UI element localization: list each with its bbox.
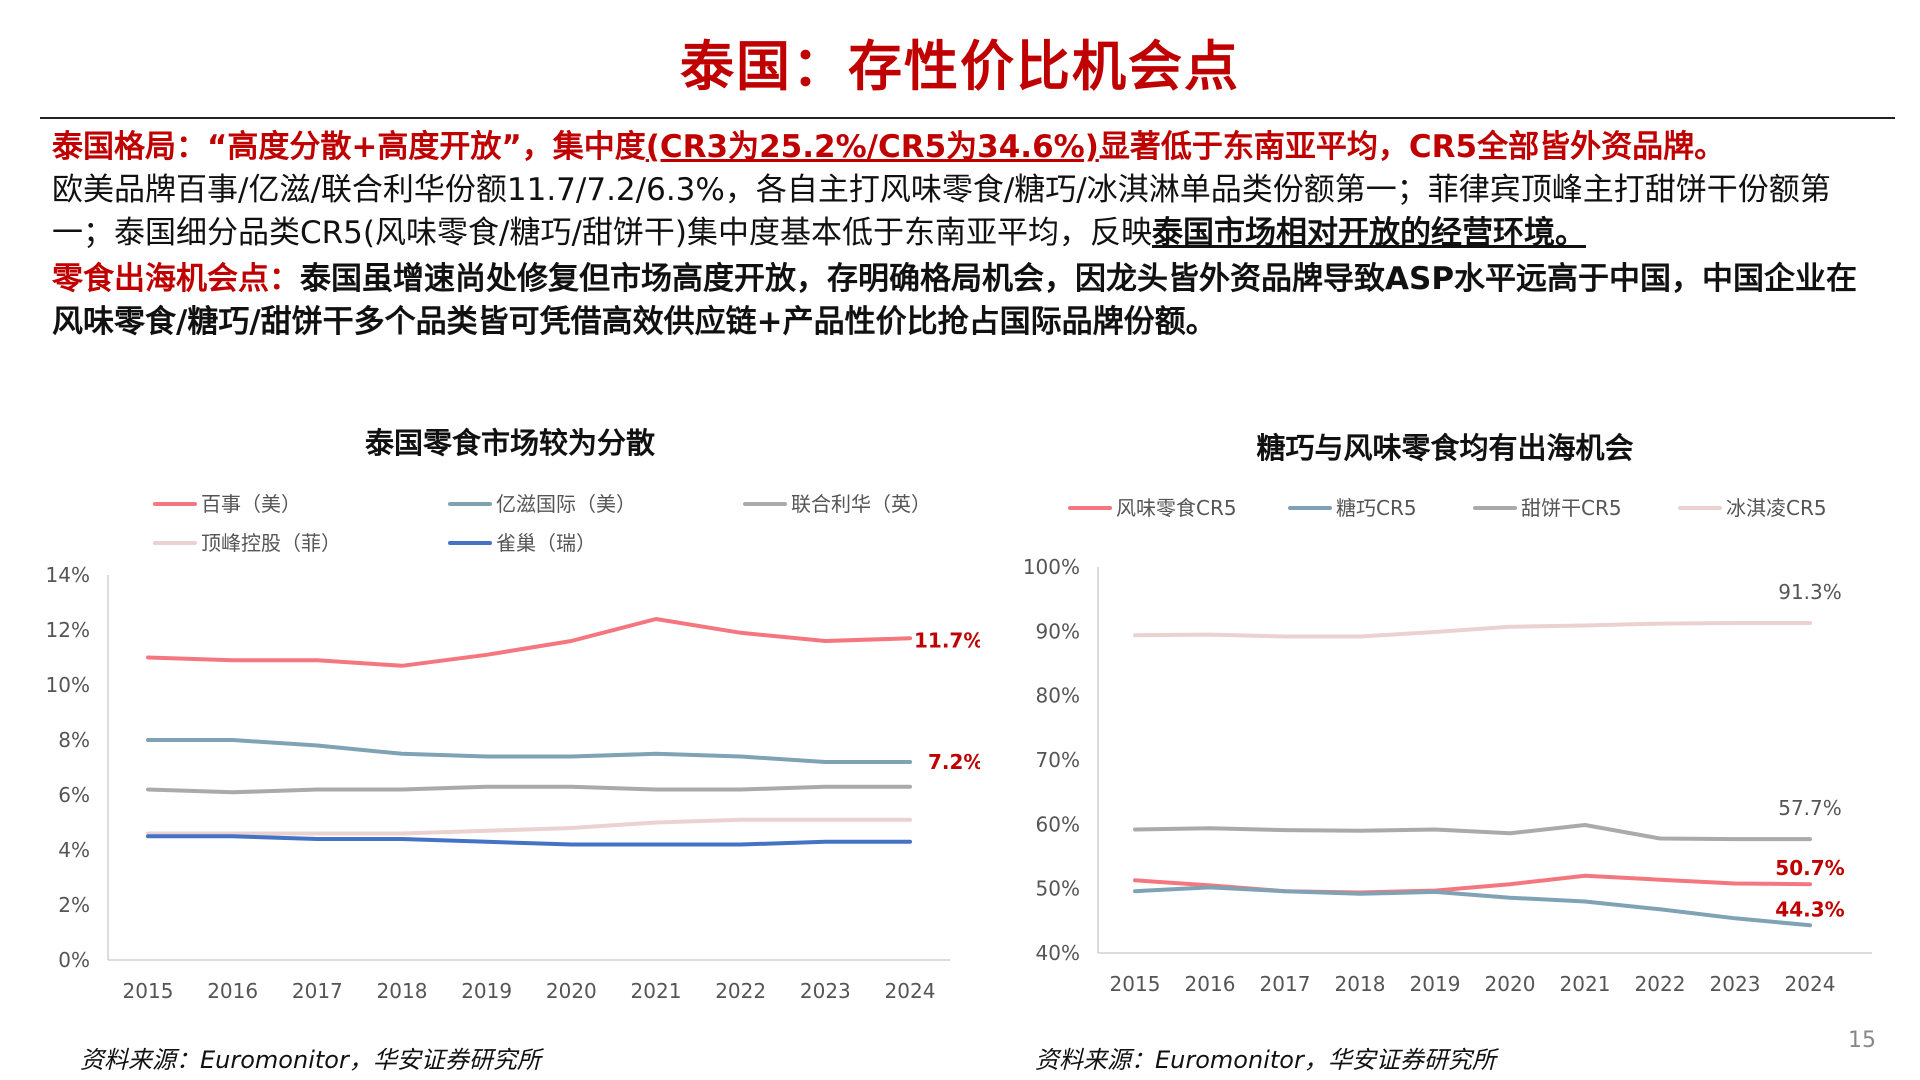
x-tick-label: 2020 [1485, 972, 1536, 996]
chart-left: 0% 2% 4% 6% 8% 10% 12% 14% 2015 2016 2017 2018 2019 2… [46, 492, 980, 1003]
y-tick-label: 0% [58, 948, 90, 972]
opportunity-label: 零食出海机会点： [52, 261, 300, 297]
x-tick-label: 2021 [1560, 972, 1611, 996]
x-tick-label: 2019 [461, 979, 512, 1003]
legend-label: 冰淇凌CR5 [1726, 496, 1827, 520]
data-label: 7.2% [928, 750, 980, 774]
x-tick-label: 2016 [1185, 972, 1236, 996]
y-tick-label: 2% [58, 893, 90, 917]
x-tick-label: 2015 [123, 979, 174, 1003]
page-title: 泰国：存性价比机会点 [680, 35, 1240, 98]
chart-right: 40% 50% 60% 70% 80% 90% 100% 2015 2016 2017 2018 20… [1023, 496, 1872, 996]
x-tick-label: 2017 [1260, 972, 1311, 996]
data-label: 50.7% [1775, 856, 1844, 880]
legend-label: 雀巢（瑞） [496, 531, 596, 555]
legend-label: 顶峰控股（菲） [201, 531, 341, 555]
data-label: 91.3% [1778, 580, 1842, 604]
source-left: 资料来源：Euromonitor，华安证券研究所 [80, 1046, 541, 1074]
y-tick-label: 6% [58, 783, 90, 807]
brands-emphasis: 泰国市场相对开放的经营环境。 [1151, 215, 1586, 251]
series-line [146, 834, 912, 847]
legend-label: 风味零食CR5 [1116, 496, 1237, 520]
x-tick-label: 2016 [207, 979, 258, 1003]
y-tick-label: 80% [1036, 684, 1080, 708]
landscape-cr-figures: (CR3为25.2%/CR5为34.6%) [645, 129, 1099, 165]
series-line [1133, 823, 1812, 842]
series-line [146, 817, 912, 836]
x-tick-label: 2024 [885, 979, 936, 1003]
series-line [1133, 885, 1812, 928]
legend-label: 百事（美） [201, 492, 301, 516]
y-tick-label: 100% [1023, 555, 1080, 579]
y-tick-label: 10% [46, 673, 90, 697]
y-tick-label: 50% [1036, 877, 1080, 901]
brands-text: 欧美品牌百事/亿滋/联合利华份额11.7/7.2/6.3%，各自主打风味零食/糖… [52, 172, 1831, 251]
y-tick-label: 14% [46, 563, 90, 587]
x-tick-label: 2023 [1710, 972, 1761, 996]
title-divider [40, 117, 1895, 119]
series-line [146, 784, 912, 795]
chart-left-title: 泰国零食市场较为分散 [364, 426, 655, 460]
series-line [146, 738, 912, 764]
paragraph-landscape: 泰国格局：“高度分散+高度开放”，集中度(CR3为25.2%/CR5为34.6%… [52, 126, 1882, 169]
x-tick-label: 2022 [715, 979, 766, 1003]
series-line [1133, 621, 1812, 639]
series-line [146, 617, 912, 668]
x-tick-label: 2023 [800, 979, 851, 1003]
y-tick-label: 90% [1036, 619, 1080, 643]
page-number: 15 [1848, 1028, 1876, 1053]
y-tick-label: 60% [1036, 812, 1080, 836]
chart-right-title: 糖巧与风味零食均有出海机会 [1256, 431, 1634, 465]
y-tick-label: 8% [58, 728, 90, 752]
legend-label: 糖巧CR5 [1336, 496, 1417, 520]
landscape-lead: “高度分散+高度开放”，集中度 [207, 129, 646, 165]
x-tick-label: 2024 [1785, 972, 1836, 996]
x-tick-label: 2017 [292, 979, 343, 1003]
landscape-tail: 显著低于东南亚平均，CR5全部皆外资品牌。 [1098, 129, 1726, 165]
legend-label: 亿滋国际（美） [496, 492, 636, 516]
y-tick-label: 12% [46, 618, 90, 642]
y-tick-label: 4% [58, 838, 90, 862]
y-tick-label: 70% [1036, 748, 1080, 772]
x-tick-label: 2020 [546, 979, 597, 1003]
x-tick-label: 2021 [631, 979, 682, 1003]
data-label: 44.3% [1775, 897, 1844, 921]
legend-label: 甜饼干CR5 [1521, 496, 1622, 520]
data-label: 57.7% [1778, 796, 1842, 820]
source-right: 资料来源：Euromonitor，华安证券研究所 [1035, 1046, 1496, 1074]
legend-label: 联合利华（英） [791, 492, 931, 516]
x-tick-label: 2019 [1410, 972, 1461, 996]
x-tick-label: 2018 [1335, 972, 1386, 996]
data-label: 11.7% [914, 628, 980, 652]
opportunity-body: 泰国虽增速尚处修复但市场高度开放，存明确格局机会，因龙头皆外资品牌导致ASP水平… [52, 261, 1858, 340]
x-tick-label: 2018 [377, 979, 428, 1003]
paragraph-opportunity: 零食出海机会点：泰国虽增速尚处修复但市场高度开放，存明确格局机会，因龙头皆外资品… [52, 258, 1882, 344]
x-tick-label: 2022 [1635, 972, 1686, 996]
paragraph-brands: 欧美品牌百事/亿滋/联合利华份额11.7/7.2/6.3%，各自主打风味零食/糖… [52, 169, 1882, 255]
y-tick-label: 40% [1036, 941, 1080, 965]
landscape-label: 泰国格局： [52, 129, 207, 165]
x-tick-label: 2015 [1110, 972, 1161, 996]
